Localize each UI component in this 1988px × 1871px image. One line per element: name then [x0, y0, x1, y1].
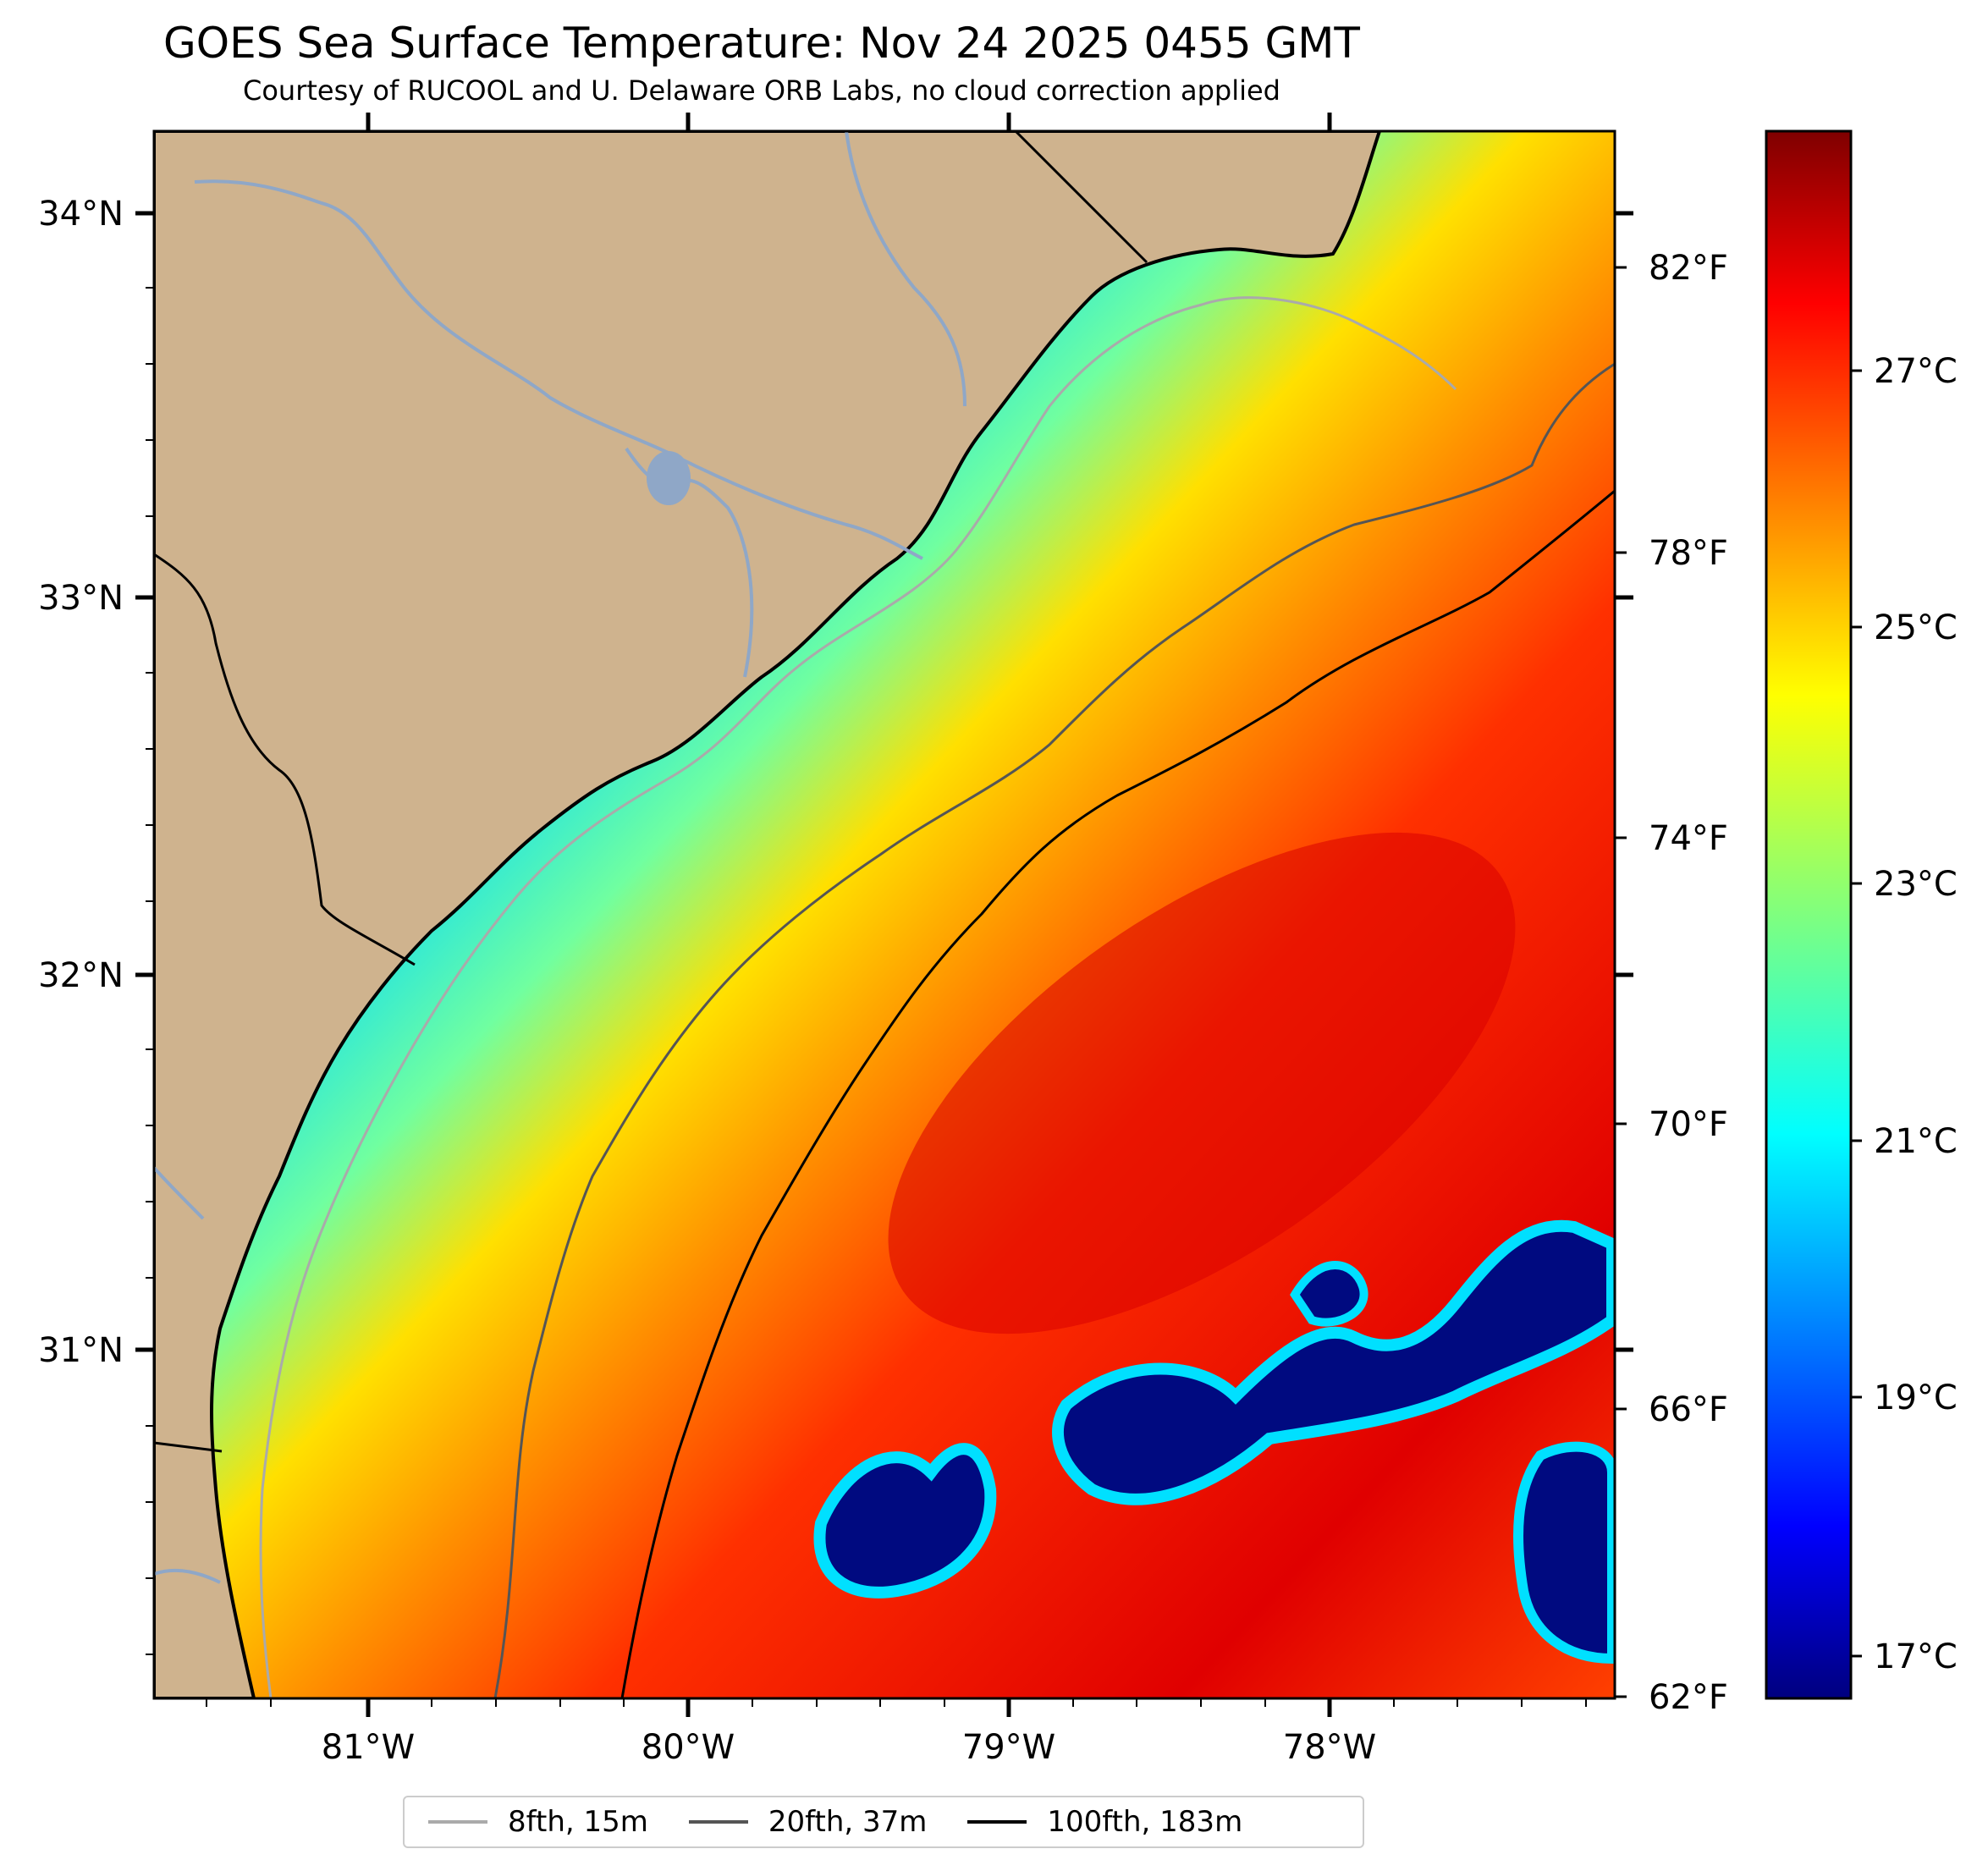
isobath-20fth — [493, 362, 1615, 1698]
lon-label-81: 81°W — [322, 1728, 415, 1767]
legend-label-100fth: 100fth, 183m — [1047, 1805, 1243, 1839]
legend-line-8fth — [428, 1820, 487, 1824]
legend-label-20fth: 20fth, 37m — [768, 1805, 928, 1839]
lon-label-80: 80°W — [642, 1728, 735, 1767]
map-frame — [152, 129, 1616, 1700]
legend-item-8fth: 8fth, 15m — [428, 1805, 648, 1839]
celsius-ticks — [1851, 369, 1862, 1658]
latitude-ticks — [135, 211, 1633, 1352]
celsius-label-21: 21°C — [1874, 1122, 1958, 1161]
fahrenheit-label-78: 78°F — [1649, 534, 1728, 573]
state-borders — [154, 131, 1148, 1453]
lat-label-32: 32°N — [38, 956, 124, 995]
lat-label-33: 33°N — [38, 579, 124, 618]
fahrenheit-label-82: 82°F — [1649, 249, 1728, 288]
cloud-artifact-patches — [813, 1219, 1615, 1665]
lat-label-34: 34°N — [38, 195, 124, 234]
page-subtitle: Courtesy of RUCOOL and U. Delaware ORB L… — [243, 74, 1280, 107]
isobath-legend: 8fth, 15m 20fth, 37m 100fth, 183m — [403, 1796, 1364, 1848]
fahrenheit-label-70: 70°F — [1649, 1105, 1728, 1144]
legend-line-20fth — [688, 1820, 748, 1824]
colorbar — [1765, 129, 1853, 1700]
legend-item-20fth: 20fth, 37m — [688, 1805, 928, 1839]
lat-label-31: 31°N — [38, 1331, 124, 1370]
celsius-label-25: 25°C — [1874, 608, 1958, 647]
minor-ticks — [146, 287, 1587, 1707]
fahrenheit-label-74: 74°F — [1649, 819, 1728, 858]
legend-item-100fth: 100fth, 183m — [967, 1805, 1242, 1839]
lon-label-79: 79°W — [962, 1728, 1055, 1767]
legend-line-100fth — [967, 1820, 1027, 1824]
rivers — [154, 131, 966, 1584]
fahrenheit-label-62: 62°F — [1649, 1678, 1728, 1717]
longitude-ticks — [366, 113, 1332, 1717]
celsius-label-23: 23°C — [1874, 865, 1958, 904]
celsius-label-27: 27°C — [1874, 352, 1958, 391]
lon-label-78: 78°W — [1283, 1728, 1376, 1767]
lake-marion — [647, 451, 691, 505]
celsius-label-19: 19°C — [1874, 1378, 1958, 1417]
celsius-label-17: 17°C — [1874, 1637, 1958, 1676]
page-title: GOES Sea Surface Temperature: Nov 24 202… — [163, 19, 1360, 68]
fahrenheit-ticks — [1615, 266, 1627, 1698]
fahrenheit-label-66: 66°F — [1649, 1390, 1728, 1429]
isobath-8fth — [259, 296, 1457, 1698]
isobath-100fth — [620, 489, 1615, 1698]
legend-label-8fth: 8fth, 15m — [508, 1805, 648, 1839]
gulf-stream-core — [888, 832, 1516, 1334]
land-mass — [154, 131, 1382, 1698]
